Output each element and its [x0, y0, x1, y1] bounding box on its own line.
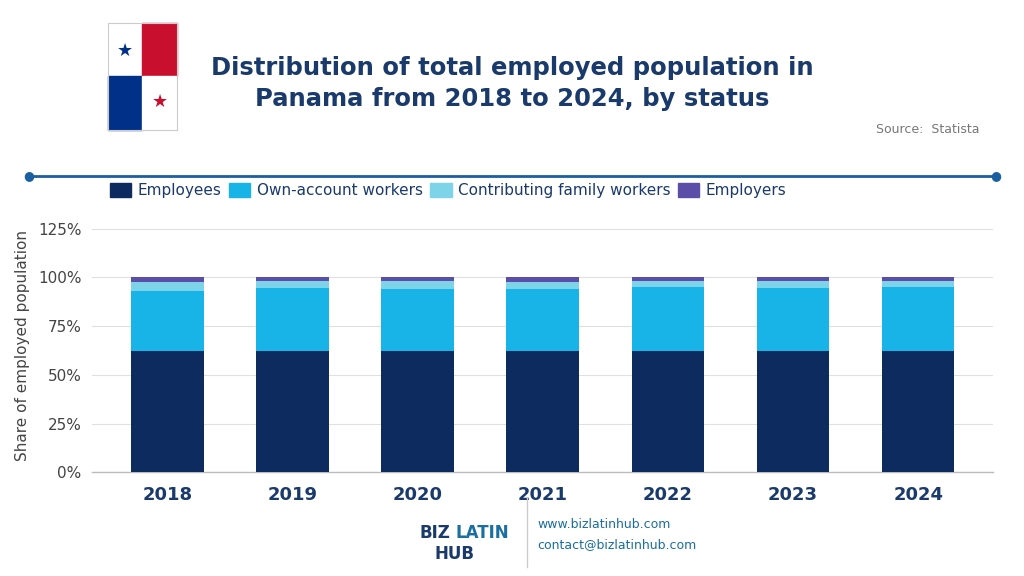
Bar — [507, 351, 579, 472]
Text: Source:  Statista: Source: Statista — [876, 123, 979, 136]
Text: ●: ● — [24, 169, 34, 182]
Bar — [381, 289, 454, 351]
Text: contact@bizlatinhub.com: contact@bizlatinhub.com — [538, 538, 697, 551]
Bar — [632, 287, 705, 351]
Bar — [131, 351, 204, 472]
Bar — [256, 288, 329, 351]
Bar — [757, 278, 829, 281]
Bar — [256, 351, 329, 472]
Text: ★: ★ — [152, 93, 168, 111]
Text: ★: ★ — [117, 41, 133, 60]
Bar — [632, 281, 705, 287]
Bar — [108, 76, 142, 130]
Bar — [381, 351, 454, 472]
Bar — [632, 278, 705, 281]
Bar — [757, 288, 829, 351]
Bar — [256, 281, 329, 288]
Bar — [507, 282, 579, 289]
Bar — [757, 281, 829, 288]
Bar — [882, 351, 954, 472]
Bar — [507, 289, 579, 351]
Bar — [757, 351, 829, 472]
Bar — [381, 281, 454, 289]
Text: ●: ● — [990, 169, 1000, 182]
Text: Distribution of total employed population in
Panama from 2018 to 2024, by status: Distribution of total employed populatio… — [211, 56, 813, 111]
Y-axis label: Share of employed population: Share of employed population — [15, 230, 30, 461]
Bar — [632, 351, 705, 472]
Bar — [131, 278, 204, 282]
Bar — [142, 23, 177, 76]
Bar — [131, 282, 204, 291]
Bar — [381, 278, 454, 281]
Bar — [507, 278, 579, 282]
Bar — [882, 287, 954, 351]
Text: www.bizlatinhub.com: www.bizlatinhub.com — [538, 518, 671, 530]
Bar — [882, 281, 954, 287]
Text: BIZ: BIZ — [420, 524, 451, 542]
Text: LATIN: LATIN — [456, 524, 509, 542]
Bar — [142, 76, 177, 130]
Legend: Employees, Own-account workers, Contributing family workers, Employers: Employees, Own-account workers, Contribu… — [110, 183, 786, 198]
Text: HUB: HUB — [434, 545, 475, 563]
Bar — [108, 23, 142, 76]
Bar — [256, 278, 329, 281]
Bar — [131, 291, 204, 351]
Bar — [882, 278, 954, 281]
